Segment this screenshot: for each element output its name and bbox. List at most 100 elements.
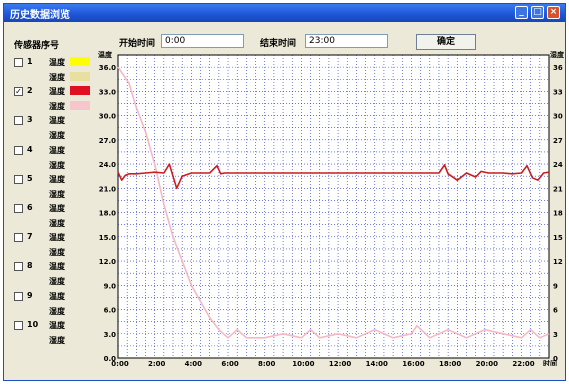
temperature-label: 温度 [49, 204, 65, 213]
y-tick-label: 33.0 [99, 88, 116, 96]
right-tick-label: 36 [553, 64, 563, 72]
humidity-label: 湿度 [49, 73, 65, 82]
sensor-checkbox[interactable] [14, 145, 23, 155]
sensor-checkbox[interactable] [14, 174, 23, 184]
minimize-icon[interactable]: _ [515, 6, 528, 19]
humidity-label: 湿度 [49, 277, 65, 287]
right-tick-label: 9 [553, 282, 558, 290]
temperature-color-swatch [70, 86, 90, 96]
sensor-checkbox[interactable] [14, 204, 23, 213]
sensor-row: 7 温度湿度 [4, 231, 94, 261]
x-tick-label: 16:00 [402, 360, 424, 366]
x-tick-label: 8:00 [258, 360, 276, 366]
start-time-input[interactable]: 0:00 [161, 34, 244, 48]
sensor-checkbox[interactable] [14, 116, 23, 126]
humidity-label: 湿度 [49, 219, 65, 228]
temperature-label: 温度 [49, 116, 65, 126]
start-time-label: 开始时间 [119, 39, 156, 49]
temperature-label: 温度 [49, 87, 65, 97]
x-tick-label: 2:00 [148, 360, 166, 366]
y-tick-label: 36.0 [99, 64, 116, 72]
sensor-number: 5 [27, 173, 33, 183]
history-chart: 0.0 3.0 6.0 9.0 12.0 15.0 18.0 21.0 24.0 27.0 30.0… [98, 50, 564, 366]
right-tick-label: 3 [553, 331, 558, 339]
end-time-input[interactable]: 23:00 [305, 34, 388, 48]
temperature-label: 温度 [49, 233, 65, 243]
end-time-label: 结束时间 [260, 39, 297, 49]
humidity-label: 湿度 [49, 335, 65, 345]
sensor-row: 9 温度湿度 [4, 290, 94, 320]
sensor-number: 4 [27, 144, 33, 154]
temperature-label: 温度 [49, 262, 65, 272]
temperature-color-swatch [70, 57, 90, 66]
y-tick-label: 12.0 [99, 258, 116, 266]
x-tick-label: 14:00 [366, 360, 388, 366]
y-tick-label: 0.0 [104, 355, 117, 363]
right-tick-label: 27 [553, 137, 563, 145]
sensor-row: 1 温度湿度 [4, 56, 94, 86]
sensor-number: 10 [27, 319, 39, 329]
sensor-checkbox[interactable] [14, 320, 23, 330]
sensor-checkbox[interactable] [14, 233, 23, 243]
x-tick-label: 18:00 [439, 360, 461, 366]
sensor-list-header: 传感器序号 [14, 41, 60, 51]
left-axis-label: 温度 [98, 50, 113, 59]
right-tick-label: 33 [553, 88, 563, 96]
sensor-number: 8 [27, 261, 33, 271]
sensor-number: 3 [27, 115, 33, 125]
plot-area [117, 54, 550, 359]
humidity-label: 湿度 [49, 160, 65, 170]
temperature-label: 温度 [49, 58, 65, 67]
right-tick-label: 12 [553, 258, 563, 266]
humidity-label: 湿度 [49, 131, 65, 141]
close-icon[interactable]: × [547, 6, 560, 19]
x-tick-label: 20:00 [476, 360, 498, 366]
x-tick-label: 12:00 [329, 360, 351, 366]
sensor-number: 1 [27, 57, 33, 66]
sensor-row: 6 温度 湿度 [4, 202, 94, 232]
sensor-checkbox[interactable]: ✓ [14, 87, 23, 97]
y-tick-label: 21.0 [99, 185, 116, 193]
right-tick-label: 0 [553, 355, 558, 363]
series-line [117, 66, 550, 339]
right-tick-label: 30 [553, 113, 563, 121]
y-tick-label: 27.0 [99, 137, 116, 145]
x-tick-label: 4:00 [185, 360, 203, 366]
sensor-number: 2 [27, 86, 33, 96]
confirm-button[interactable]: 确定 [416, 34, 476, 50]
temperature-label: 温度 [49, 174, 65, 184]
sensor-row: 4 温度湿度 [4, 144, 94, 174]
y-tick-label: 18.0 [99, 210, 116, 218]
humidity-label: 湿度 [49, 102, 65, 112]
y-tick-label: 3.0 [104, 331, 117, 339]
humidity-label: 湿度 [49, 306, 65, 316]
title-bar[interactable]: 历史数据浏览 _ □ × [4, 4, 565, 22]
humidity-color-swatch [70, 101, 90, 111]
humidity-color-swatch [70, 72, 90, 81]
sensor-checkbox[interactable] [14, 291, 23, 301]
sensor-number: 9 [27, 290, 33, 300]
window-title: 历史数据浏览 [10, 10, 70, 21]
x-tick-label: 10:00 [292, 360, 314, 366]
y-tick-label: 24.0 [99, 161, 116, 169]
temperature-label: 温度 [49, 291, 65, 301]
right-tick-label: 18 [553, 210, 563, 218]
sensor-number: 7 [27, 232, 33, 242]
sensor-row: ✓ 2 温度湿度 [4, 85, 94, 115]
x-tick-label: 22:00 [512, 360, 534, 366]
right-tick-label: 21 [553, 185, 563, 193]
maximize-icon[interactable]: □ [531, 6, 544, 19]
sensor-row: 8 温度湿度 [4, 260, 94, 290]
x-tick-label: 0:00 [111, 360, 129, 366]
sensor-checkbox[interactable] [14, 58, 23, 67]
humidity-label: 湿度 [49, 248, 65, 258]
y-tick-label: 6.0 [104, 307, 117, 315]
temperature-label: 温度 [49, 145, 65, 155]
sensor-row: 5 温度 湿度 [4, 173, 94, 203]
right-tick-label: 24 [553, 161, 563, 169]
history-window: 历史数据浏览 _ □ × 开始时间 0:00 结束时间 23:00 确定 传感器… [3, 3, 566, 381]
right-axis-label: 湿度 [550, 50, 564, 59]
y-tick-label: 15.0 [99, 234, 116, 242]
sensor-checkbox[interactable] [14, 262, 23, 272]
series-line [117, 163, 550, 190]
